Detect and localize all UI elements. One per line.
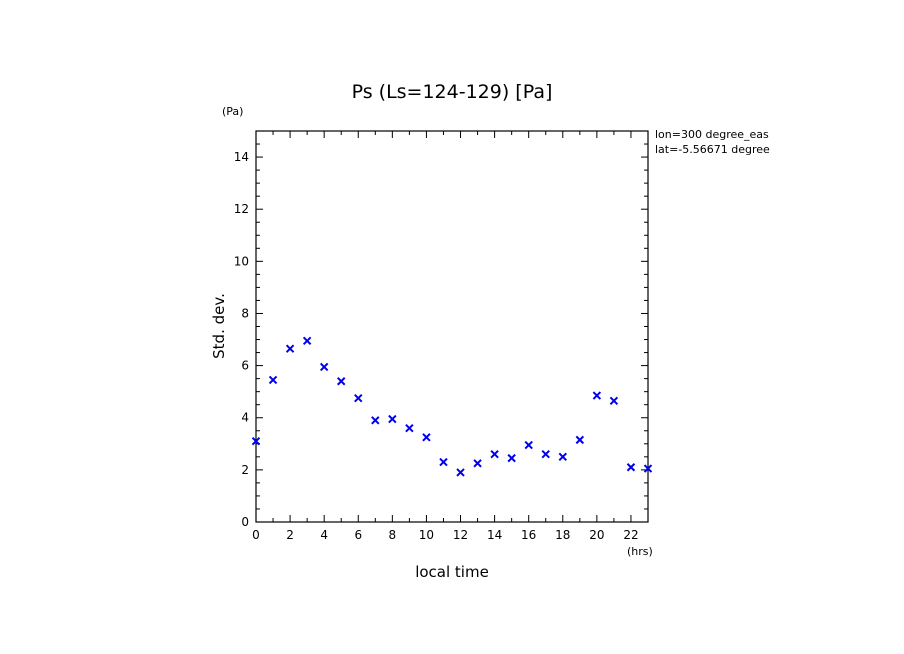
marker-stroke [490, 450, 499, 459]
data-point [575, 435, 585, 445]
y-tick-label: 6 [241, 359, 249, 373]
marker-stroke [626, 463, 636, 472]
y-tick-label: 0 [241, 515, 249, 529]
marker-stroke [302, 336, 312, 346]
marker-stroke [524, 440, 533, 450]
marker-stroke [388, 414, 397, 424]
data-point [626, 463, 636, 472]
x-axis-label: local time [415, 563, 489, 581]
marker-stroke [541, 450, 550, 459]
data-point [285, 344, 295, 353]
data-points [251, 336, 653, 477]
x-tick-label: 4 [320, 528, 328, 542]
data-point [439, 457, 448, 467]
marker-stroke [319, 362, 329, 372]
data-point [371, 416, 380, 425]
marker-stroke [507, 453, 516, 463]
marker-stroke [558, 452, 567, 462]
marker-stroke [439, 457, 448, 467]
marker-stroke [354, 393, 363, 403]
marker-stroke [405, 423, 414, 433]
x-unit-label: (hrs) [627, 545, 653, 558]
chart-title: Ps (Ls=124-129) [Pa] [352, 81, 553, 103]
y-tick-label: 12 [234, 202, 249, 216]
data-point [609, 396, 619, 405]
y-tick-label: 14 [234, 150, 249, 164]
marker-stroke [473, 459, 482, 468]
plot-frame [255, 130, 649, 523]
data-point [302, 336, 312, 346]
marker-stroke [609, 396, 619, 405]
data-point [490, 450, 499, 459]
x-tick-label: 10 [419, 528, 434, 542]
marker-stroke [268, 375, 278, 385]
data-point [354, 393, 363, 403]
annotation-lon: lon=300 degree_eas [655, 128, 769, 141]
data-point [251, 436, 261, 446]
data-point [319, 362, 329, 372]
data-point [337, 377, 346, 386]
marker-stroke [643, 464, 653, 473]
marker-stroke [285, 344, 295, 353]
axis-ticks [255, 130, 649, 523]
x-tick-label: 0 [252, 528, 260, 542]
tick-labels: 0 2 4 6 8 10 12 14 16 18 20 22 0 2 4 6 8 10 12 14 [234, 150, 639, 542]
x-tick-label: 18 [555, 528, 570, 542]
x-tick-label: 14 [487, 528, 502, 542]
marker-stroke [337, 377, 346, 386]
data-point [405, 423, 414, 433]
y-tick-label: 4 [241, 411, 249, 425]
marker-stroke [422, 433, 431, 442]
x-tick-label: 6 [354, 528, 362, 542]
y-unit-label: (Pa) [222, 105, 243, 118]
data-point [592, 391, 602, 400]
data-point [456, 468, 465, 477]
marker-stroke [251, 436, 261, 446]
marker-stroke [575, 435, 585, 445]
y-axis-label: Std. dev. [210, 293, 228, 359]
x-tick-label: 2 [286, 528, 294, 542]
x-tick-label: 22 [623, 528, 638, 542]
data-point [541, 450, 550, 459]
annotation-lat: lat=-5.56671 degree [655, 143, 770, 156]
data-point [507, 453, 516, 463]
data-point [388, 414, 397, 424]
y-tick-label: 10 [234, 254, 249, 268]
data-point [558, 452, 567, 462]
data-point [268, 375, 278, 385]
data-point [524, 440, 533, 450]
data-point [422, 433, 431, 442]
marker-stroke [592, 391, 602, 400]
x-tick-label: 16 [521, 528, 536, 542]
data-point [473, 459, 482, 468]
y-tick-label: 8 [241, 306, 249, 320]
marker-stroke [371, 416, 380, 425]
marker-stroke [456, 468, 465, 477]
x-tick-label: 8 [389, 528, 397, 542]
x-tick-label: 12 [453, 528, 468, 542]
x-tick-label: 20 [589, 528, 604, 542]
y-tick-label: 2 [241, 463, 249, 477]
data-point [643, 464, 653, 473]
